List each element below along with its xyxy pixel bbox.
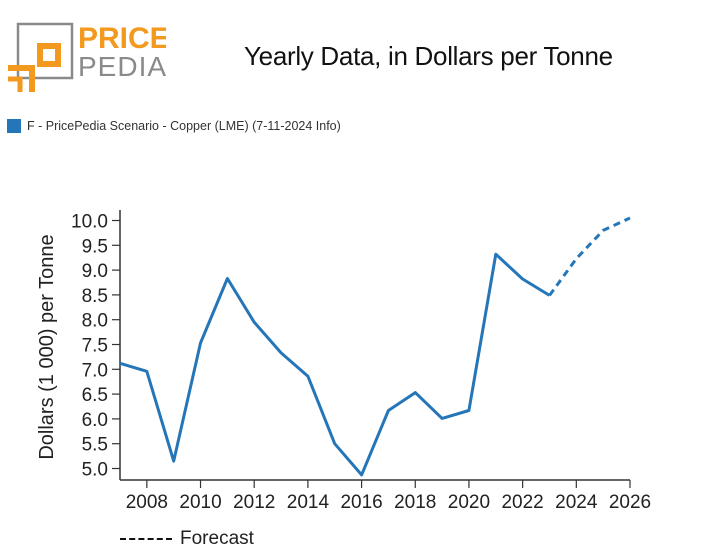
y-tick-label: 9.0 — [82, 261, 108, 282]
x-tick-label: 2008 — [126, 492, 168, 513]
forecast-dash-sample — [120, 538, 172, 540]
legend-label: F - PricePedia Scenario - Copper (LME) (… — [27, 119, 341, 133]
x-tick-label: 2012 — [233, 492, 275, 513]
y-tick-label: 10.0 — [71, 212, 108, 233]
logo-orange-square — [37, 43, 61, 67]
y-axis-label: Dollars (1 000) per Tonne — [36, 234, 58, 459]
y-tick-label: 7.0 — [82, 360, 108, 381]
x-tick-label: 2010 — [179, 492, 221, 513]
logo-gray-square — [16, 22, 74, 80]
logo-orange-corner — [8, 65, 35, 92]
x-tick-label: 2024 — [555, 492, 598, 513]
y-tick-label: 5.0 — [82, 460, 108, 481]
y-tick-label: 6.5 — [82, 385, 108, 406]
x-tick-label: 2022 — [501, 492, 543, 513]
y-tick-label: 6.0 — [82, 410, 108, 431]
forecast-legend: Forecast — [120, 528, 254, 550]
y-tick-label: 8.0 — [82, 311, 108, 332]
forecast-series-line — [548, 216, 631, 297]
x-tick-label: 2014 — [287, 492, 330, 513]
x-tick-label: 2018 — [394, 492, 436, 513]
chart-title: Yearly Data, in Dollars per Tonne — [244, 41, 613, 71]
logo-pedia-text: PEDIA — [78, 51, 166, 82]
x-tick-label: 2016 — [340, 492, 382, 513]
y-tick-label: 9.5 — [82, 236, 108, 257]
y-tick-label: 8.5 — [82, 286, 108, 307]
logo-orange-corner-outer — [8, 76, 23, 92]
legend[interactable]: F - PricePedia Scenario - Copper (LME) (… — [7, 119, 341, 133]
forecast-label: Forecast — [180, 528, 254, 549]
y-tick-label: 5.5 — [82, 435, 108, 456]
pricepedia-logo: PRICE PEDIA — [8, 22, 166, 92]
y-tick-label: 7.5 — [82, 336, 108, 357]
legend-swatch — [7, 119, 21, 133]
x-tick-label: 2026 — [609, 492, 651, 513]
x-tick-label: 2020 — [448, 492, 490, 513]
logo-price-text: PRICE — [78, 22, 166, 55]
actual-series-line — [119, 252, 551, 477]
